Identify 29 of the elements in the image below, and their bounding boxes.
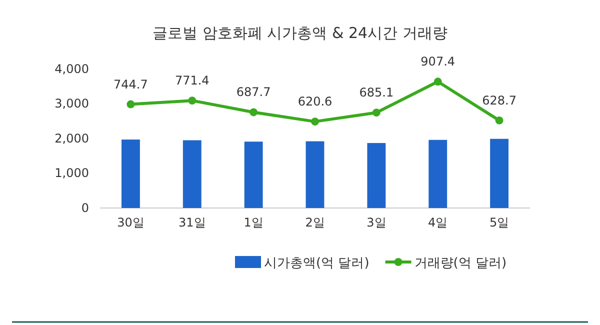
x-tick-label: 5일 xyxy=(489,216,510,230)
x-tick-label: 4일 xyxy=(428,216,448,230)
y-tick-label: 3,000 xyxy=(54,96,89,111)
data-label: 620.6 xyxy=(298,94,332,109)
x-tick-label: 1일 xyxy=(244,216,264,230)
data-label: 628.7 xyxy=(482,93,516,108)
y-tick-label: 4,000 xyxy=(54,62,89,76)
legend-label: 거래량(억 달러) xyxy=(414,256,507,271)
data-label: 771.4 xyxy=(174,74,210,88)
point xyxy=(311,118,319,126)
chart-title: 글로벌 암호화폐 시가총액 & 24시간 거래량 xyxy=(152,24,448,42)
data-label: 907.4 xyxy=(420,54,456,69)
point xyxy=(495,116,504,124)
data-label: 685.1 xyxy=(359,86,394,100)
x-tick-label: 30일 xyxy=(117,216,144,230)
point xyxy=(188,96,196,105)
x-tick-label: 3일 xyxy=(366,216,386,230)
point xyxy=(372,108,380,117)
point xyxy=(250,108,258,116)
y-tick-label: 2,000 xyxy=(54,131,89,146)
data-label: 687.7 xyxy=(236,85,271,100)
x-tick-label: 2일 xyxy=(305,216,325,230)
point xyxy=(126,100,135,108)
point xyxy=(434,78,442,86)
data-label: 744.7 xyxy=(114,77,148,92)
legend-label: 시가총액(억 달러) xyxy=(264,256,370,271)
x-tick-label: 31일 xyxy=(178,216,206,230)
y-tick-label: 1,000 xyxy=(54,166,89,180)
y-tick-label: 0 xyxy=(81,200,89,215)
